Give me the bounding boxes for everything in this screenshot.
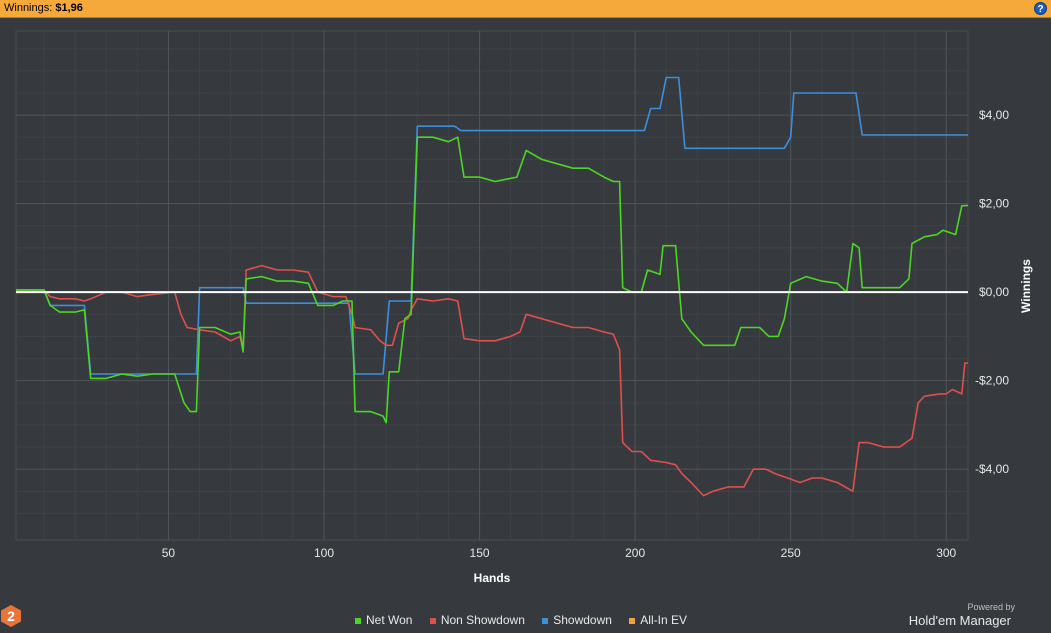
logo-digit: 2 — [7, 608, 15, 624]
x-tick-label: 300 — [936, 546, 956, 560]
non-showdown-line — [16, 264, 968, 497]
winnings-chart: 50 100 150 200 250 300 $4,00 $2,00 $0,00 -$2,00 -$… — [15, 30, 1033, 585]
y-axis-title: Winnings — [1019, 259, 1033, 313]
legend-net-won-label: Net Won — [366, 613, 413, 627]
winnings-summary: Winnings: $1,96 — [4, 2, 83, 14]
y-tick-label: $4,00 — [979, 108, 1009, 122]
legend-net-won[interactable]: Net Won — [355, 613, 412, 627]
net-won-line — [16, 136, 969, 424]
winnings-label: Winnings: — [4, 2, 53, 14]
x-tick-label: 250 — [781, 546, 801, 560]
powered-by-text: Powered by — [967, 602, 1015, 612]
x-axis-title: Hands — [474, 571, 511, 585]
hem-logo-icon: 2 — [1, 605, 21, 627]
winnings-header-bar: Winnings: $1,96 ? — [0, 0, 1051, 18]
y-tick-label: -$4,00 — [975, 462, 1009, 476]
x-tick-label: 150 — [470, 546, 490, 560]
legend-non-showdown-label: Non Showdown — [440, 613, 525, 627]
legend-showdown-label: Showdown — [553, 613, 612, 627]
logo-hexagon — [1, 605, 21, 627]
help-icon[interactable]: ? — [1034, 2, 1047, 15]
product-name: Hold'em Manager — [908, 613, 1011, 628]
x-tick-label: 100 — [314, 546, 334, 560]
legend-all-in-ev-label: All-In EV — [640, 613, 687, 627]
non-showdown-swatch — [429, 617, 436, 624]
plot-frame — [15, 30, 969, 541]
net-won-swatch — [355, 617, 361, 624]
y-tick-label: $0,00 — [979, 285, 1009, 299]
x-tick-label: 200 — [625, 546, 645, 560]
y-tick-label: -$2,00 — [975, 374, 1009, 388]
all-in-ev-swatch — [629, 617, 636, 624]
chart-legend: Net Won Non Showdown Showdown All-In EV — [355, 613, 701, 627]
legend-all-in-ev[interactable]: All-In EV — [629, 613, 687, 627]
y-tick-label: $2,00 — [979, 197, 1009, 211]
x-tick-label: 50 — [162, 546, 176, 560]
legend-non-showdown[interactable]: Non Showdown — [429, 613, 525, 627]
showdown-swatch — [542, 617, 549, 624]
winnings-value: $1,96 — [55, 2, 83, 14]
legend-showdown[interactable]: Showdown — [542, 613, 612, 627]
